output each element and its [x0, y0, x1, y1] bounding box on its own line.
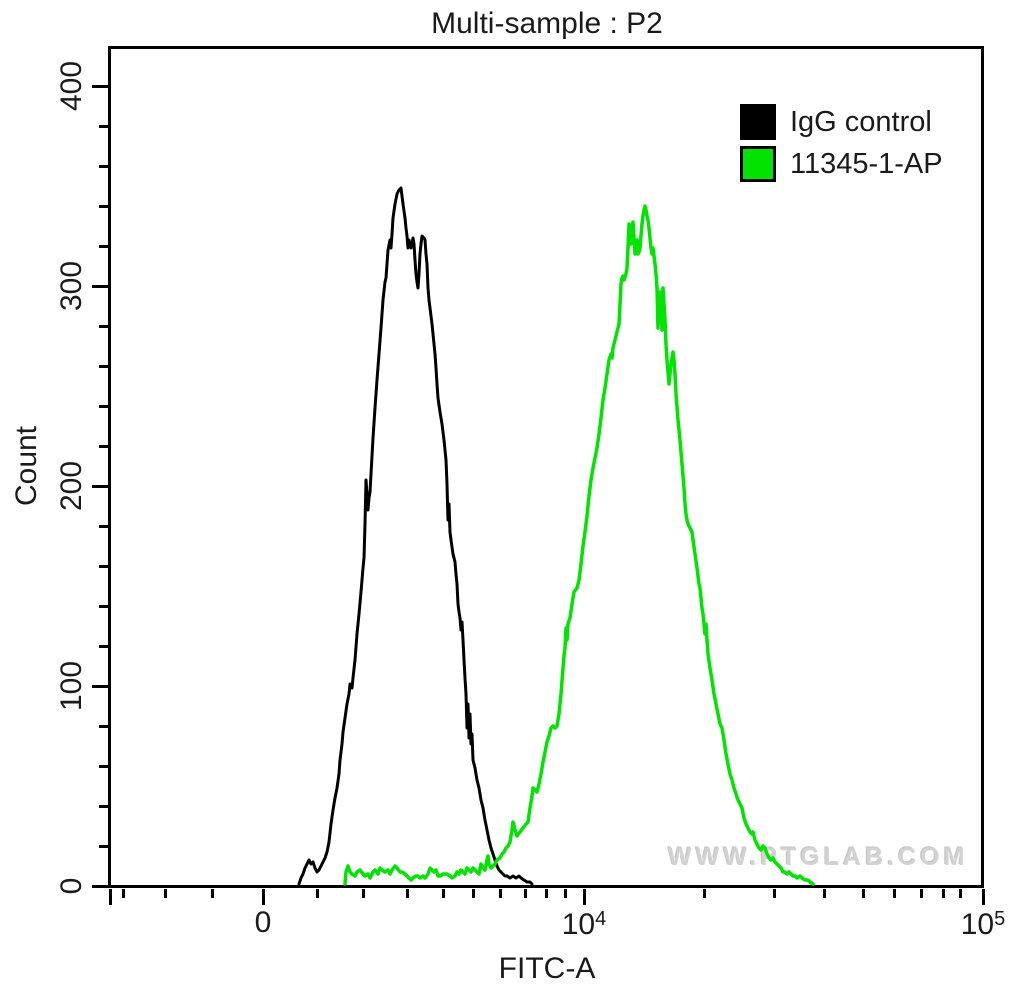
legend-item-igg-control: IgG control [740, 101, 943, 143]
x-tick-label: 105 [960, 908, 1006, 941]
y-minor-tick [99, 644, 108, 648]
legend: IgG control 11345-1-AP [740, 101, 943, 185]
x-minor-tick [441, 889, 445, 898]
y-minor-tick [99, 324, 108, 328]
x-minor-tick [822, 889, 826, 898]
x-axis-title: FITC-A [498, 952, 596, 985]
x-minor-tick [544, 889, 548, 898]
watermark: WWW.PTGLAB.COM [668, 843, 969, 871]
y-tick-label: 300 [55, 260, 88, 312]
legend-swatch-11345-1-ap [740, 146, 776, 182]
x-tick-label: 0 [254, 906, 272, 939]
x-major-tick [261, 889, 265, 905]
y-minor-tick [99, 564, 108, 568]
x-minor-tick [941, 889, 945, 898]
y-minor-tick [99, 404, 108, 408]
x-corner-tick [108, 889, 112, 905]
y-minor-tick [99, 444, 108, 448]
x-minor-tick [210, 889, 214, 898]
x-tick-label-exponent: 5 [994, 908, 1006, 930]
legend-item-11345-1-ap: 11345-1-AP [740, 143, 943, 185]
y-minor-tick [99, 204, 108, 208]
y-minor-tick [99, 244, 108, 248]
x-minor-tick [958, 889, 962, 898]
x-minor-tick [892, 889, 896, 898]
x-minor-tick [498, 889, 502, 898]
x-tick-label-exponent: 4 [595, 908, 607, 930]
y-major-tick [92, 684, 108, 688]
y-minor-tick [99, 124, 108, 128]
x-minor-tick [919, 889, 923, 898]
y-minor-tick [99, 604, 108, 608]
x-tick-label: 104 [561, 908, 607, 941]
legend-label-11345-1-ap: 11345-1-AP [790, 147, 943, 180]
y-tick-label: 400 [55, 60, 88, 112]
legend-label-igg-control: IgG control [790, 105, 932, 138]
y-minor-tick [99, 364, 108, 368]
x-minor-tick [563, 889, 567, 898]
x-minor-tick [523, 889, 527, 898]
y-axis-title: Count [10, 425, 43, 507]
y-major-tick [92, 884, 108, 888]
plot-frame [108, 46, 984, 888]
y-major-tick [92, 84, 108, 88]
y-tick-label: 200 [55, 460, 88, 512]
y-major-tick [92, 284, 108, 288]
y-minor-tick [99, 524, 108, 528]
y-minor-tick [99, 844, 108, 848]
x-major-tick [981, 889, 985, 905]
y-minor-tick [99, 164, 108, 168]
x-minor-tick [163, 889, 167, 898]
y-minor-tick [99, 804, 108, 808]
y-major-tick [92, 484, 108, 488]
x-minor-tick [861, 889, 865, 898]
y-tick-label: 100 [55, 660, 88, 712]
y-tick-label: 0 [55, 877, 88, 895]
x-minor-tick [405, 889, 409, 898]
y-minor-tick [99, 724, 108, 728]
x-minor-tick [361, 889, 365, 898]
legend-swatch-igg-control [740, 104, 776, 140]
chart-title: Multi-sample : P2 [431, 7, 663, 40]
x-minor-tick [315, 889, 319, 898]
x-minor-tick [702, 889, 706, 898]
x-minor-tick [121, 889, 125, 898]
x-minor-tick [471, 889, 475, 898]
x-minor-tick [772, 889, 776, 898]
y-minor-tick [99, 764, 108, 768]
x-major-tick [582, 889, 586, 905]
